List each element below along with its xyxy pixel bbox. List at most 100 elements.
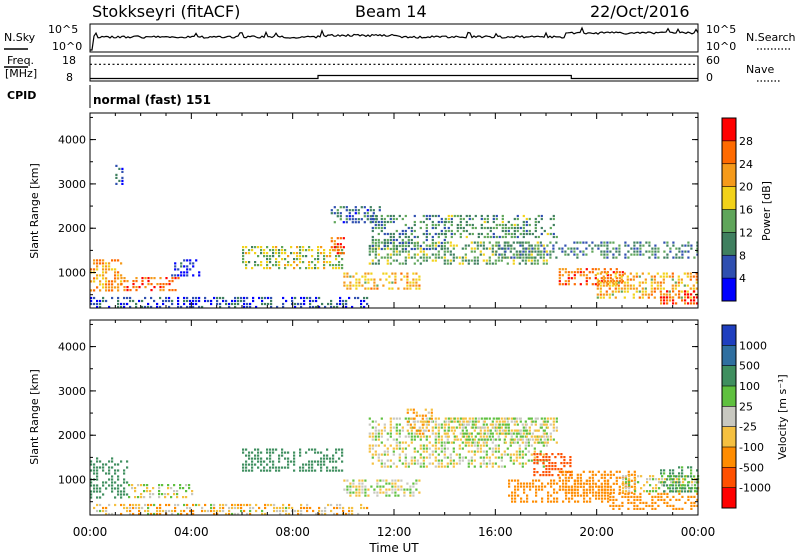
echo-cell <box>183 296 186 300</box>
echo-cell <box>282 506 285 510</box>
echo-cell <box>482 241 485 244</box>
echo-cell <box>546 420 549 423</box>
echo-cell <box>111 487 114 490</box>
echo-cell <box>111 296 114 300</box>
echo-cell <box>102 299 105 303</box>
echo-cell <box>398 423 401 426</box>
echo-cell <box>165 277 168 280</box>
echo-cell <box>391 272 394 275</box>
echo-cell <box>371 229 374 233</box>
echo-cell <box>108 503 111 507</box>
echo-cell <box>299 451 302 454</box>
echo-cell <box>663 501 666 504</box>
echo-cell <box>600 253 603 256</box>
echo-cell <box>389 256 392 259</box>
echo-cell <box>470 241 473 244</box>
echo-cell <box>132 512 135 516</box>
echo-cell <box>687 244 690 247</box>
echo-cell <box>171 302 174 306</box>
echo-cell <box>245 261 248 264</box>
echo-cell <box>557 468 560 471</box>
echo-cell <box>555 420 558 423</box>
echo-cell <box>380 459 383 462</box>
echo-cell <box>669 469 672 472</box>
echo-cell <box>633 253 636 256</box>
echo-cell <box>495 426 498 429</box>
echo-cell <box>437 250 440 253</box>
echo-cell <box>406 423 409 426</box>
echo-cell <box>533 474 536 477</box>
echo-cell <box>248 469 251 472</box>
echo-cell <box>105 265 108 268</box>
echo-cell <box>418 284 421 287</box>
echo-cell <box>117 484 120 487</box>
echo-cell <box>371 453 374 456</box>
echo-cell <box>368 417 371 420</box>
echo-cell <box>506 256 509 259</box>
colorbar-tick-label: 12 <box>739 226 753 239</box>
echo-cell <box>326 454 329 457</box>
echo-cell <box>294 509 297 513</box>
echo-cell <box>150 512 153 516</box>
echo-cell <box>338 457 341 460</box>
echo-cell <box>458 459 461 462</box>
echo-cell <box>335 451 338 454</box>
echo-cell <box>380 247 383 251</box>
echo-cell <box>377 438 380 441</box>
echo-cell <box>162 283 165 286</box>
echo-cell <box>358 494 361 497</box>
echo-cell <box>468 420 471 423</box>
echo-cell <box>374 256 377 259</box>
echo-cell <box>329 255 332 258</box>
echo-cell <box>639 507 642 510</box>
echo-cell <box>170 496 173 499</box>
echo-cell <box>141 506 144 510</box>
echo-cell <box>437 223 440 227</box>
echo-cell <box>532 500 535 503</box>
echo-cell <box>527 259 530 262</box>
echo-cell <box>407 435 410 438</box>
echo-cell <box>654 247 657 250</box>
echo-cell <box>287 457 290 460</box>
echo-cell <box>336 503 339 507</box>
echo-cell <box>661 484 664 487</box>
echo-cell <box>600 250 603 253</box>
echo-cell <box>242 258 245 261</box>
echo-cell <box>336 305 339 309</box>
echo-cell <box>693 296 696 299</box>
echo-cell <box>349 284 352 287</box>
echo-cell <box>413 235 416 239</box>
echo-cell <box>96 457 99 460</box>
echo-cell <box>648 250 651 253</box>
echo-cell <box>624 253 627 256</box>
echo-cell <box>657 492 660 495</box>
echo-cell <box>242 466 245 469</box>
echo-cell <box>516 256 519 259</box>
echo-cell <box>371 238 374 242</box>
echo-cell <box>446 241 449 244</box>
echo-cell <box>554 462 557 465</box>
echo-cell <box>521 435 524 438</box>
echo-cell <box>678 481 681 484</box>
echo-cell <box>491 423 494 426</box>
echo-cell <box>287 451 290 454</box>
echo-cell <box>336 243 339 246</box>
echo-cell <box>458 444 461 447</box>
echo-cell <box>639 498 642 501</box>
echo-cell <box>523 500 526 503</box>
echo-cell <box>434 432 437 435</box>
echo-cell <box>216 296 219 300</box>
echo-cell <box>421 423 424 426</box>
echo-cell <box>515 435 518 438</box>
echo-cell <box>681 487 684 490</box>
echo-cell <box>140 493 143 496</box>
echo-cell <box>513 232 516 236</box>
echo-cell <box>530 417 533 420</box>
echo-cell <box>240 299 243 303</box>
echo-cell <box>674 284 677 287</box>
echo-cell <box>383 256 386 259</box>
echo-cell <box>308 469 311 472</box>
echo-cell <box>503 420 506 423</box>
echo-cell <box>105 283 108 286</box>
